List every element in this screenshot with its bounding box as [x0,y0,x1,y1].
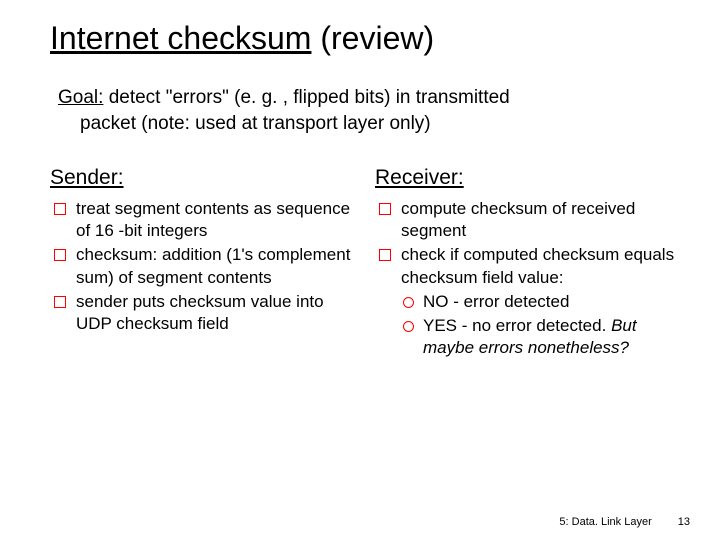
list-item: sender puts checksum value into UDP chec… [54,291,355,335]
receiver-heading: Receiver: [375,166,680,190]
footer-page: 13 [678,516,690,528]
goal-label: Goal: [58,87,103,108]
sub-item-text: YES - no error detected. [423,316,606,335]
sender-heading: Sender: [50,166,355,190]
slide-footer: 5: Data. Link Layer 13 [559,516,690,528]
receiver-sublist: NO - error detected YES - no error detec… [401,291,680,359]
sub-list-item: NO - error detected [401,291,680,313]
goal-line1: detect "errors" (e. g. , flipped bits) i… [103,87,509,108]
title-sub: (review) [320,20,434,56]
footer-chapter: 5: Data. Link Layer [559,516,651,528]
list-item-text: check if computed checksum equals checks… [401,245,674,286]
list-item: check if computed checksum equals checks… [379,244,680,358]
goal-line2: packet (note: used at transport layer on… [58,111,680,137]
two-column-layout: Sender: treat segment contents as sequen… [50,166,680,361]
goal-text: Goal: detect "errors" (e. g. , flipped b… [50,85,680,136]
sender-column: Sender: treat segment contents as sequen… [50,166,355,361]
list-item: checksum: addition (1's complement sum) … [54,244,355,288]
sender-list: treat segment contents as sequence of 16… [50,198,355,335]
slide-container: Internet checksum (review) Goal: detect … [0,0,720,361]
title-main: Internet checksum [50,20,311,56]
list-item: treat segment contents as sequence of 16… [54,198,355,242]
list-item: compute checksum of received segment [379,198,680,242]
receiver-list: compute checksum of received segment che… [375,198,680,359]
receiver-column: Receiver: compute checksum of received s… [375,166,680,361]
sub-list-item: YES - no error detected. But maybe error… [401,315,680,359]
slide-title: Internet checksum (review) [50,20,680,57]
